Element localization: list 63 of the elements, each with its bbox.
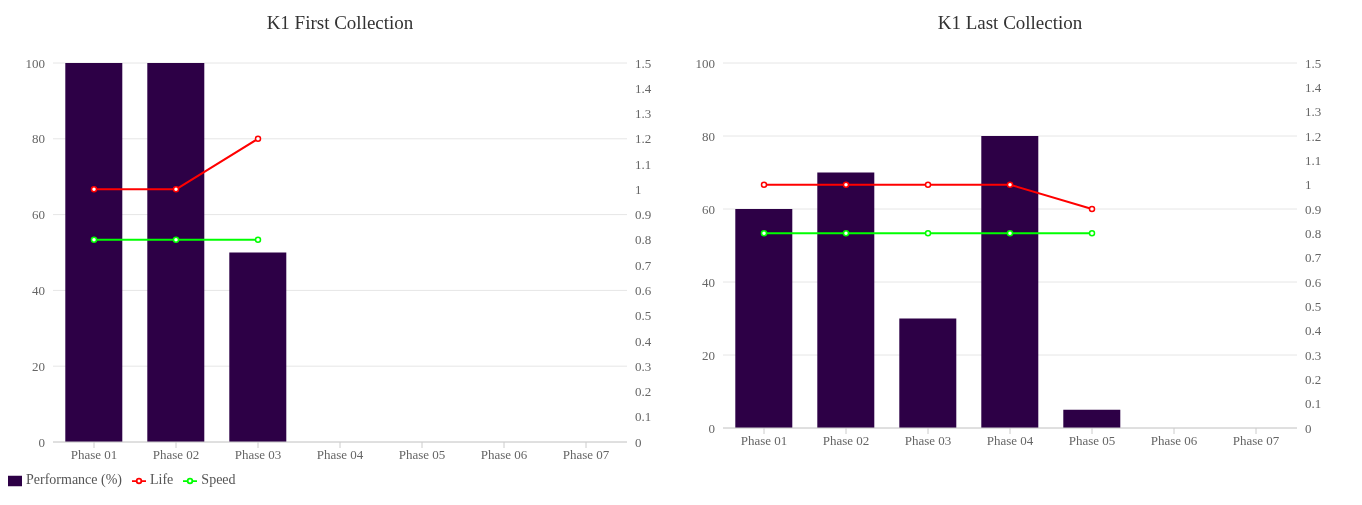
- y-tick-label: 80: [702, 128, 715, 144]
- x-tick-label: Phase 02: [822, 433, 870, 449]
- x-tick-label: Phase 04: [986, 433, 1034, 449]
- y2-tick-label: 0.5: [635, 308, 652, 324]
- x-tick-label: Phase 07: [562, 447, 610, 463]
- y-tick-label: 60: [702, 201, 715, 217]
- y2-tick-label: 1.3: [1305, 104, 1322, 120]
- y2-tick-label: 1.5: [635, 55, 652, 71]
- y2-tick-label: 0.8: [1305, 225, 1322, 241]
- y2-tick-label: 1.2: [1305, 128, 1322, 144]
- y2-tick-label: 0.4: [1305, 323, 1322, 339]
- y2-tick-label: 0.2: [635, 384, 652, 400]
- y2-tick-label: 0.1: [1305, 396, 1322, 412]
- y-tick-label: 60: [32, 207, 45, 223]
- x-tick-label: Phase 03: [234, 447, 282, 463]
- legend-label: Performance (%): [26, 472, 123, 487]
- y2-tick-label: 1.5: [1305, 55, 1322, 71]
- x-tick-label: Phase 01: [740, 433, 788, 449]
- y2-tick-label: 0.9: [635, 207, 652, 223]
- x-tick-label: Phase 06: [1150, 433, 1198, 449]
- y2-tick-label: 1: [635, 181, 642, 197]
- y2-tick-label: 1.1: [635, 156, 652, 172]
- y2-tick-label: 0.6: [1305, 274, 1322, 290]
- y2-tick-label: 0.7: [1305, 250, 1322, 266]
- x-tick-label: Phase 07: [1232, 433, 1280, 449]
- y2-tick-label: 0.2: [1305, 371, 1322, 387]
- y-tick-label: 40: [32, 283, 45, 299]
- y2-tick-label: 1.3: [635, 106, 652, 122]
- y2-tick-label: 0: [1305, 420, 1312, 436]
- x-tick-label: Phase 05: [1068, 433, 1116, 449]
- y-tick-label: 80: [32, 131, 45, 147]
- x-tick-label: Phase 06: [480, 447, 528, 463]
- y-tick-label: 20: [32, 358, 45, 374]
- y2-tick-label: 1: [1305, 177, 1312, 193]
- y2-tick-label: 0.5: [1305, 298, 1322, 314]
- x-tick-label: Phase 02: [152, 447, 200, 463]
- y-tick-label: 0: [708, 420, 715, 436]
- y2-tick-label: 0.8: [635, 232, 652, 248]
- x-tick-label: Phase 01: [70, 447, 118, 463]
- y2-tick-label: 1.1: [1305, 152, 1322, 168]
- y2-tick-label: 0.1: [635, 409, 652, 425]
- y-tick-label: 20: [702, 347, 715, 363]
- y-tick-label: 100: [25, 55, 45, 71]
- y2-tick-label: 1.4: [1305, 79, 1322, 95]
- y-tick-label: 100: [695, 55, 715, 71]
- x-tick-label: Phase 03: [904, 433, 952, 449]
- y2-tick-label: 0.7: [635, 257, 652, 273]
- y2-tick-label: 0.6: [635, 283, 652, 299]
- legend-label: Life: [150, 472, 174, 487]
- y-tick-label: 40: [702, 274, 715, 290]
- legend-label: Speed: [201, 472, 236, 487]
- chart-title: K1 Last Collection: [936, 11, 1084, 35]
- y2-tick-label: 0.4: [635, 333, 652, 349]
- y2-tick-label: 0.9: [1305, 201, 1322, 217]
- y2-tick-label: 1.4: [635, 80, 652, 96]
- y-tick-label: 0: [38, 434, 45, 450]
- x-tick-label: Phase 04: [316, 447, 364, 463]
- chart-title: K1 First Collection: [265, 11, 415, 35]
- x-tick-label: Phase 05: [398, 447, 446, 463]
- y2-tick-label: 1.2: [635, 131, 652, 147]
- y2-tick-label: 0: [635, 434, 642, 450]
- y2-tick-label: 0.3: [1305, 347, 1322, 363]
- y2-tick-label: 0.3: [635, 358, 652, 374]
